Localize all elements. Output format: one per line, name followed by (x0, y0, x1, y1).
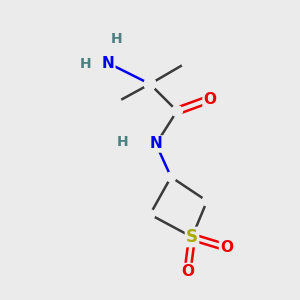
Text: O: O (220, 240, 233, 255)
Circle shape (113, 98, 121, 106)
Circle shape (172, 106, 182, 116)
Text: O: O (203, 92, 217, 106)
Text: O: O (181, 264, 194, 279)
Text: H: H (117, 136, 129, 149)
Circle shape (166, 172, 176, 182)
Text: N: N (150, 136, 162, 152)
Text: H: H (111, 32, 123, 46)
Circle shape (202, 196, 212, 206)
Text: N: N (102, 56, 114, 70)
Circle shape (144, 78, 156, 90)
Text: H: H (80, 58, 91, 71)
Circle shape (145, 210, 155, 219)
Text: S: S (186, 228, 198, 246)
Circle shape (182, 59, 190, 67)
